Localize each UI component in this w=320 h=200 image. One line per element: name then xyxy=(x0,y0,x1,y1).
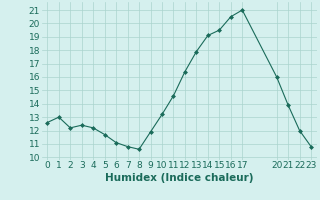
X-axis label: Humidex (Indice chaleur): Humidex (Indice chaleur) xyxy=(105,173,253,183)
